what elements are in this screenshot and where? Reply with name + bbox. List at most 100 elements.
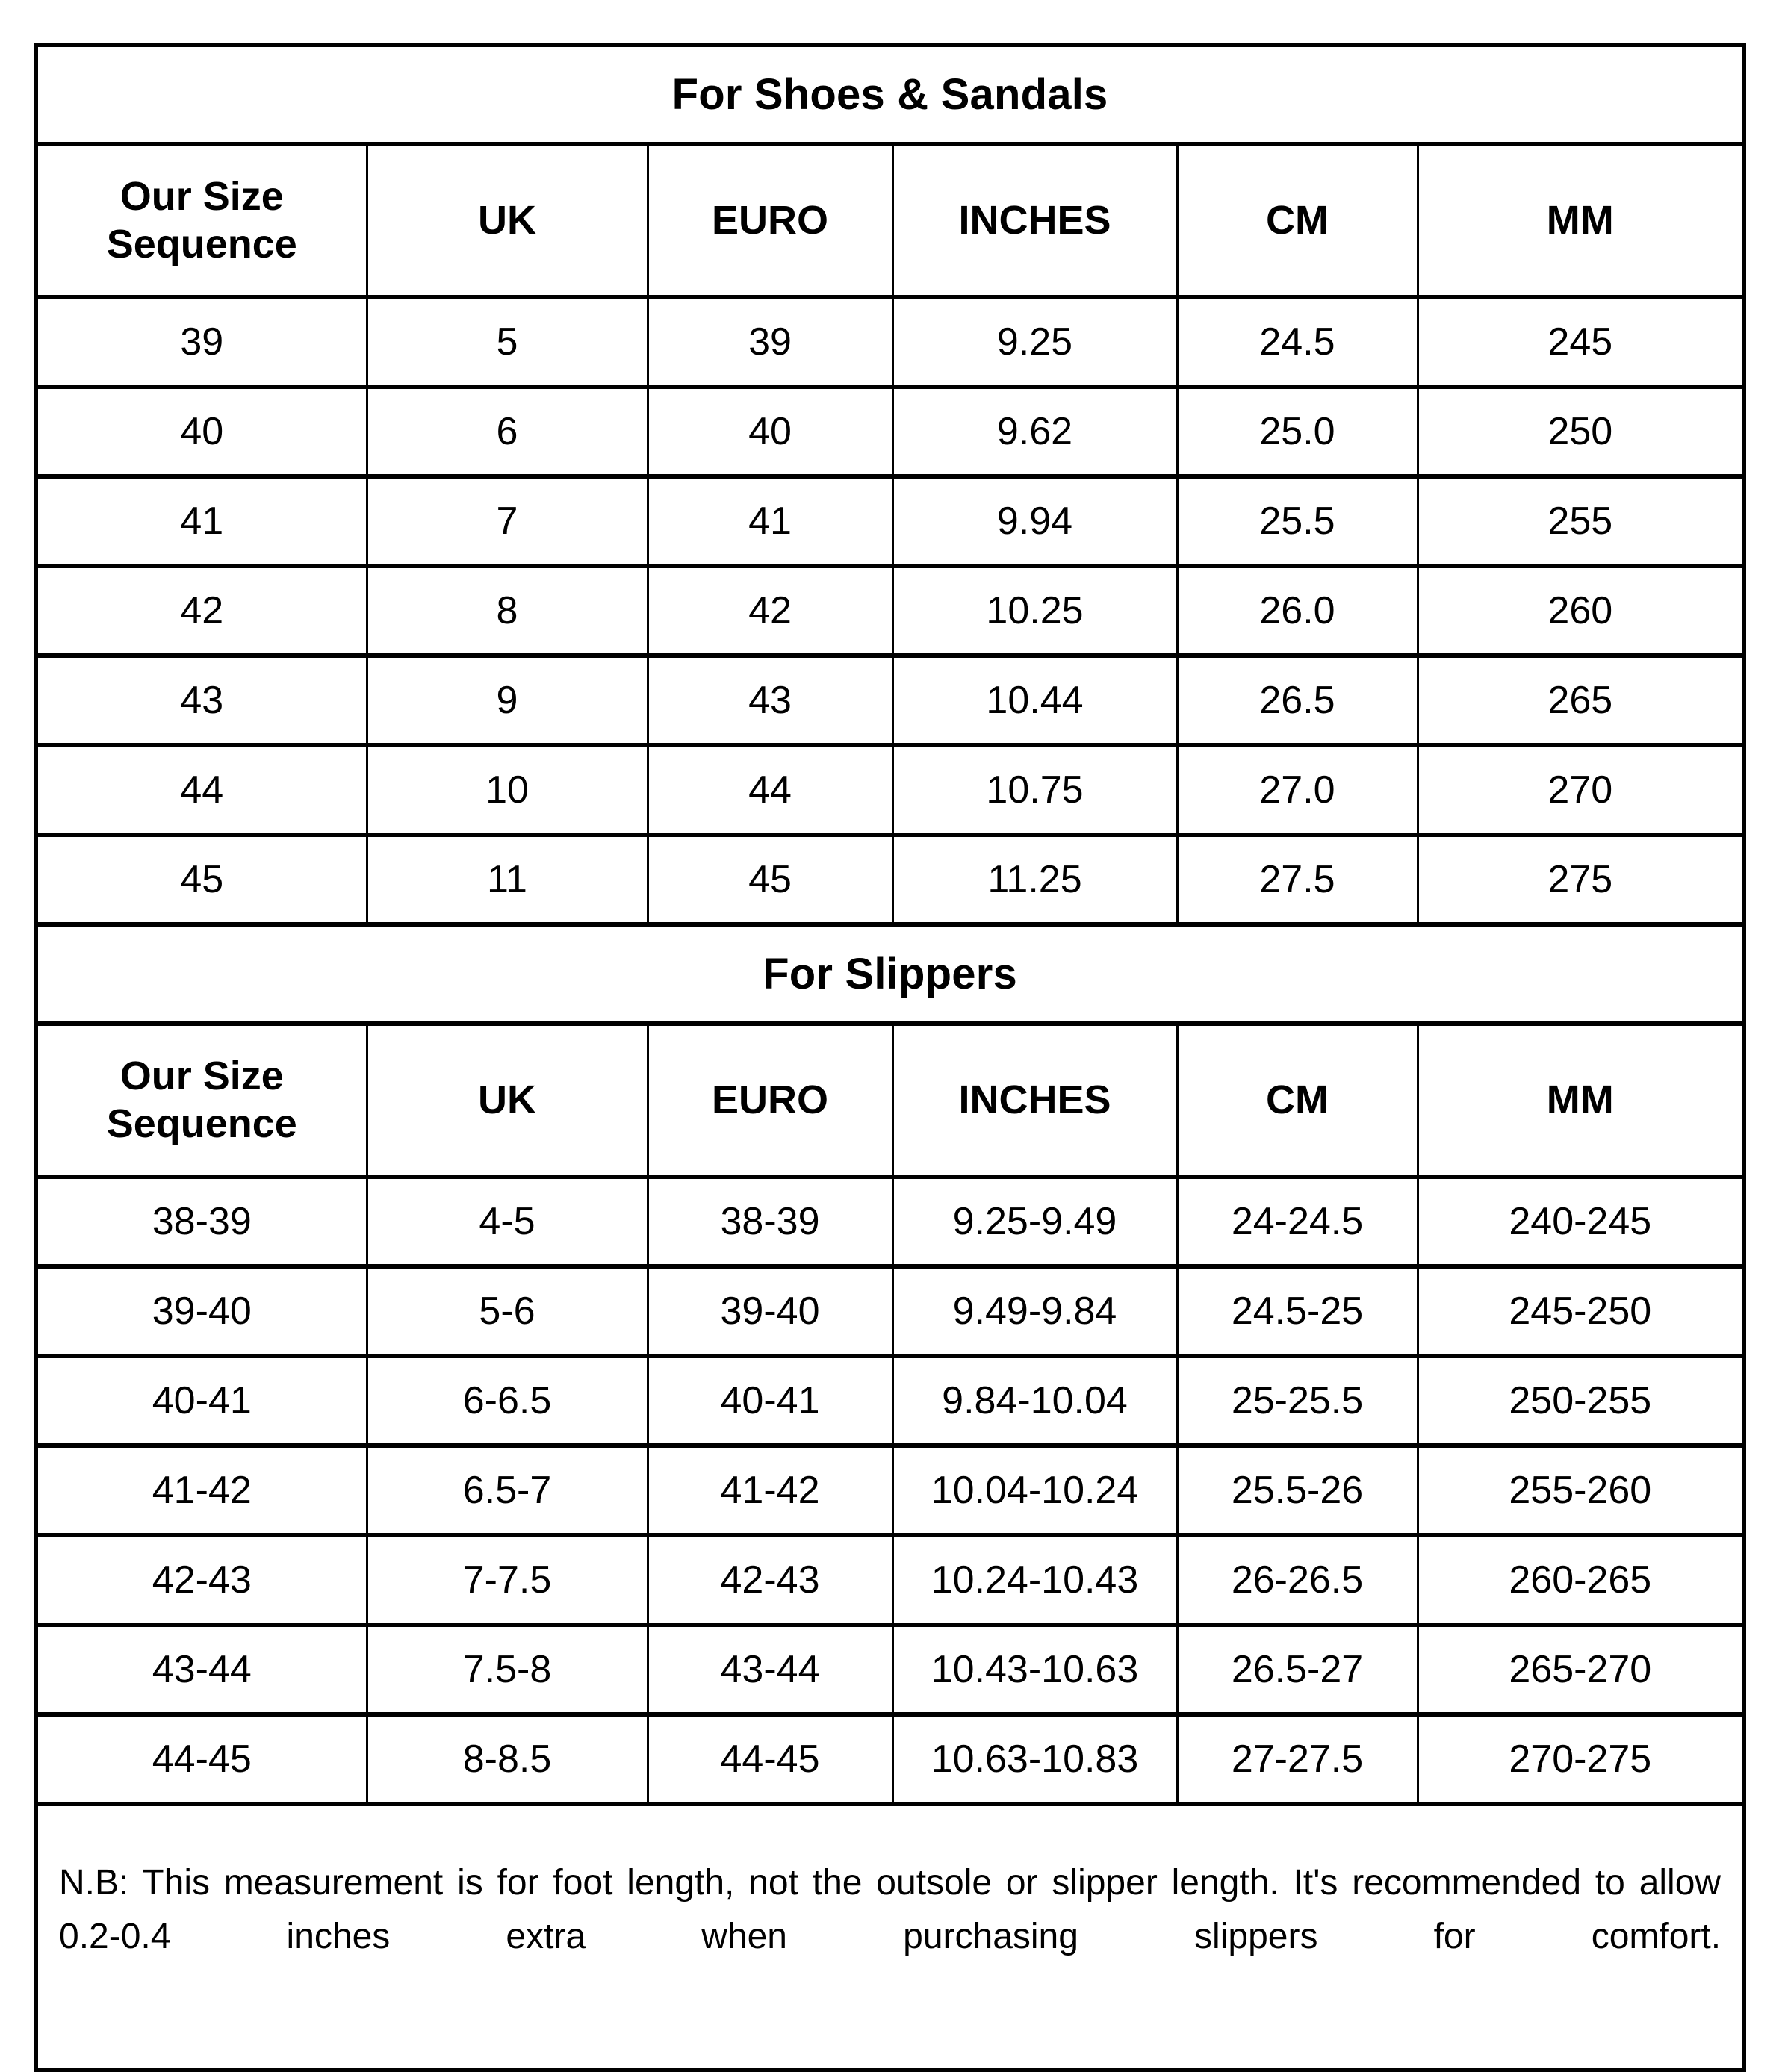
cell-inches: 9.62: [891, 385, 1179, 478]
cell-uk: 10: [365, 743, 649, 836]
table-row: 39 5 39 9.25 24.5 245: [34, 297, 1745, 388]
table-row: 43 9 43 10.44 26.5 265: [34, 653, 1745, 747]
cell-euro: 41-42: [646, 1443, 894, 1537]
table-row: 43-44 7.5-8 43-44 10.43-10.63 26.5-27 26…: [34, 1623, 1745, 1716]
cell-our-size: 44-45: [34, 1712, 368, 1805]
cell-mm: 245: [1416, 297, 1745, 388]
cell-euro: 45: [646, 833, 894, 926]
cell-cm: 25.5: [1176, 474, 1419, 567]
cell-mm: 240-245: [1416, 1177, 1745, 1268]
cell-mm: 255-260: [1416, 1443, 1745, 1537]
cell-mm: 250: [1416, 385, 1745, 478]
cell-inches: 10.04-10.24: [891, 1443, 1179, 1537]
cell-inches: 10.25: [891, 564, 1179, 657]
cell-our-size: 45: [34, 833, 368, 926]
cell-inches: 10.75: [891, 743, 1179, 836]
cell-inches: 10.44: [891, 653, 1179, 747]
cell-cm: 27-27.5: [1176, 1712, 1419, 1805]
table-row: 41 7 41 9.94 25.5 255: [34, 474, 1745, 567]
cell-inches: 9.84-10.04: [891, 1354, 1179, 1447]
cell-euro: 39-40: [646, 1264, 894, 1357]
cell-uk: 6: [365, 385, 649, 478]
slippers-header-mm: MM: [1416, 1022, 1745, 1179]
cell-inches: 10.63-10.83: [891, 1712, 1179, 1805]
shoes-header-row: Our Size Sequence UK EURO INCHES CM MM: [34, 143, 1745, 299]
shoes-header-euro: EURO: [646, 143, 894, 299]
cell-our-size: 43: [34, 653, 368, 747]
cell-cm: 25-25.5: [1176, 1354, 1419, 1447]
cell-inches: 10.43-10.63: [891, 1623, 1179, 1716]
cell-uk: 7.5-8: [365, 1623, 649, 1716]
cell-euro: 41: [646, 474, 894, 567]
table-row: 41-42 6.5-7 41-42 10.04-10.24 25.5-26 25…: [34, 1443, 1745, 1537]
shoes-section-title-row: For Shoes & Sandals: [34, 43, 1745, 146]
slippers-header-euro: EURO: [646, 1022, 894, 1179]
table-row: 44 10 44 10.75 27.0 270: [34, 743, 1745, 836]
cell-our-size: 39-40: [34, 1264, 368, 1357]
slippers-header-uk: UK: [365, 1022, 649, 1179]
cell-euro: 39: [646, 297, 894, 388]
cell-mm: 260: [1416, 564, 1745, 657]
cell-euro: 40: [646, 385, 894, 478]
cell-mm: 270: [1416, 743, 1745, 836]
size-chart-body: For Shoes & Sandals Our Size Sequence UK…: [34, 43, 1745, 2071]
slippers-header-cm: CM: [1176, 1022, 1419, 1179]
cell-our-size: 38-39: [34, 1177, 368, 1268]
measurement-note-cell: N.B: This measurement is for foot length…: [34, 1802, 1745, 2071]
cell-our-size: 44: [34, 743, 368, 836]
cell-cm: 25.5-26: [1176, 1443, 1419, 1537]
table-row: 40 6 40 9.62 25.0 250: [34, 385, 1745, 478]
cell-inches: 10.24-10.43: [891, 1533, 1179, 1626]
cell-euro: 43-44: [646, 1623, 894, 1716]
measurement-note: N.B: This measurement is for foot length…: [59, 1863, 1721, 1956]
cell-cm: 27.5: [1176, 833, 1419, 926]
cell-uk: 4-5: [365, 1177, 649, 1268]
cell-euro: 38-39: [646, 1177, 894, 1268]
slippers-section-title: For Slippers: [34, 922, 1745, 1026]
cell-our-size: 40: [34, 385, 368, 478]
cell-euro: 42: [646, 564, 894, 657]
cell-our-size: 41: [34, 474, 368, 567]
cell-cm: 26.5-27: [1176, 1623, 1419, 1716]
cell-our-size: 42: [34, 564, 368, 657]
cell-mm: 260-265: [1416, 1533, 1745, 1626]
cell-euro: 44: [646, 743, 894, 836]
cell-mm: 265-270: [1416, 1623, 1745, 1716]
cell-cm: 27.0: [1176, 743, 1419, 836]
cell-uk: 7-7.5: [365, 1533, 649, 1626]
cell-uk: 11: [365, 833, 649, 926]
cell-cm: 26-26.5: [1176, 1533, 1419, 1626]
cell-cm: 24-24.5: [1176, 1177, 1419, 1268]
cell-mm: 270-275: [1416, 1712, 1745, 1805]
cell-uk: 7: [365, 474, 649, 567]
cell-cm: 24.5: [1176, 297, 1419, 388]
cell-cm: 24.5-25: [1176, 1264, 1419, 1357]
cell-inches: 9.25: [891, 297, 1179, 388]
cell-mm: 275: [1416, 833, 1745, 926]
cell-uk: 6.5-7: [365, 1443, 649, 1537]
cell-our-size: 42-43: [34, 1533, 368, 1626]
table-row: 42 8 42 10.25 26.0 260: [34, 564, 1745, 657]
cell-our-size: 41-42: [34, 1443, 368, 1537]
cell-uk: 9: [365, 653, 649, 747]
cell-euro: 40-41: [646, 1354, 894, 1447]
slippers-header-row: Our Size Sequence UK EURO INCHES CM MM: [34, 1022, 1745, 1179]
cell-our-size: 43-44: [34, 1623, 368, 1716]
cell-uk: 8: [365, 564, 649, 657]
table-row: 40-41 6-6.5 40-41 9.84-10.04 25-25.5 250…: [34, 1354, 1745, 1447]
table-row: 45 11 45 11.25 27.5 275: [34, 833, 1745, 926]
cell-mm: 255: [1416, 474, 1745, 567]
table-row: 42-43 7-7.5 42-43 10.24-10.43 26-26.5 26…: [34, 1533, 1745, 1626]
cell-euro: 44-45: [646, 1712, 894, 1805]
cell-euro: 42-43: [646, 1533, 894, 1626]
cell-uk: 6-6.5: [365, 1354, 649, 1447]
shoes-header-our-size: Our Size Sequence: [34, 143, 368, 299]
cell-inches: 9.49-9.84: [891, 1264, 1179, 1357]
slippers-header-inches: INCHES: [891, 1022, 1179, 1179]
cell-our-size: 40-41: [34, 1354, 368, 1447]
shoes-section-title: For Shoes & Sandals: [34, 43, 1745, 146]
cell-inches: 9.94: [891, 474, 1179, 567]
cell-uk: 5-6: [365, 1264, 649, 1357]
table-row: 38-39 4-5 38-39 9.25-9.49 24-24.5 240-24…: [34, 1177, 1745, 1268]
shoes-header-mm: MM: [1416, 143, 1745, 299]
